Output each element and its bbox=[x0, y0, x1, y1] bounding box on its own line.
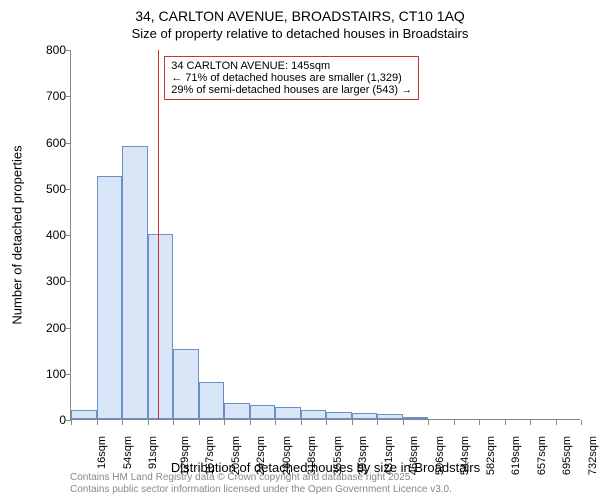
x-tick-mark bbox=[71, 420, 72, 425]
x-tick-label: 355sqm bbox=[332, 436, 344, 475]
x-tick-mark bbox=[301, 420, 302, 425]
histogram-bar bbox=[301, 410, 327, 419]
x-tick-label: 242sqm bbox=[255, 436, 267, 475]
x-tick-mark bbox=[530, 420, 531, 425]
plot-area: Number of detached properties Distributi… bbox=[70, 50, 580, 420]
y-tick-mark bbox=[66, 374, 71, 375]
x-tick-mark bbox=[97, 420, 98, 425]
x-tick-mark bbox=[173, 420, 174, 425]
y-tick-label: 100 bbox=[26, 367, 66, 381]
footer-line-1: Contains HM Land Registry data © Crown c… bbox=[70, 472, 452, 484]
histogram-bar bbox=[148, 234, 174, 419]
chart-title: 34, CARLTON AVENUE, BROADSTAIRS, CT10 1A… bbox=[0, 0, 600, 24]
x-tick-label: 657sqm bbox=[536, 436, 548, 475]
x-tick-label: 468sqm bbox=[408, 436, 420, 475]
marker-line bbox=[158, 50, 159, 419]
x-tick-mark bbox=[556, 420, 557, 425]
x-tick-label: 732sqm bbox=[587, 436, 599, 475]
chart-subtitle: Size of property relative to detached ho… bbox=[0, 26, 600, 41]
histogram-bar bbox=[199, 382, 225, 419]
annotation-line-1: 34 CARLTON AVENUE: 145sqm bbox=[171, 60, 412, 72]
y-tick-mark bbox=[66, 328, 71, 329]
y-tick-mark bbox=[66, 143, 71, 144]
x-tick-label: 393sqm bbox=[357, 436, 369, 475]
y-tick-label: 500 bbox=[26, 182, 66, 196]
histogram-bar bbox=[71, 410, 97, 419]
x-tick-label: 54sqm bbox=[122, 436, 134, 469]
y-tick-label: 200 bbox=[26, 321, 66, 335]
y-tick-mark bbox=[66, 96, 71, 97]
footer-line-2: Contains public sector information licen… bbox=[70, 484, 452, 496]
x-tick-label: 318sqm bbox=[306, 436, 318, 475]
x-tick-mark bbox=[326, 420, 327, 425]
x-tick-label: 695sqm bbox=[561, 436, 573, 475]
annotation-line-2: ← 71% of detached houses are smaller (1,… bbox=[171, 72, 412, 84]
x-tick-mark bbox=[275, 420, 276, 425]
x-tick-mark bbox=[428, 420, 429, 425]
footer-attribution: Contains HM Land Registry data © Crown c… bbox=[70, 472, 452, 496]
x-tick-mark bbox=[148, 420, 149, 425]
y-axis-label: Number of detached properties bbox=[10, 145, 25, 324]
x-tick-mark bbox=[454, 420, 455, 425]
y-tick-mark bbox=[66, 281, 71, 282]
histogram-bar bbox=[224, 403, 250, 419]
x-tick-mark bbox=[479, 420, 480, 425]
y-tick-label: 800 bbox=[26, 43, 66, 57]
x-tick-label: 16sqm bbox=[96, 436, 108, 469]
y-tick-label: 700 bbox=[26, 89, 66, 103]
histogram-bar bbox=[326, 412, 352, 419]
x-tick-label: 205sqm bbox=[230, 436, 242, 475]
x-tick-label: 129sqm bbox=[179, 436, 191, 475]
x-tick-mark bbox=[224, 420, 225, 425]
x-tick-mark bbox=[377, 420, 378, 425]
x-tick-label: 91sqm bbox=[147, 436, 159, 469]
x-tick-mark bbox=[403, 420, 404, 425]
y-tick-mark bbox=[66, 189, 71, 190]
y-tick-mark bbox=[66, 235, 71, 236]
chart-container: 34, CARLTON AVENUE, BROADSTAIRS, CT10 1A… bbox=[0, 0, 600, 500]
x-tick-mark bbox=[199, 420, 200, 425]
histogram-bar bbox=[275, 407, 301, 419]
histogram-bar bbox=[352, 413, 378, 419]
x-tick-label: 431sqm bbox=[383, 436, 395, 475]
histogram-bar bbox=[377, 414, 403, 419]
y-tick-label: 400 bbox=[26, 228, 66, 242]
y-tick-mark bbox=[66, 50, 71, 51]
x-tick-mark bbox=[122, 420, 123, 425]
x-tick-label: 582sqm bbox=[485, 436, 497, 475]
x-tick-label: 544sqm bbox=[459, 436, 471, 475]
chart-area: Number of detached properties Distributi… bbox=[70, 50, 580, 420]
y-tick-label: 600 bbox=[26, 136, 66, 150]
histogram-bar bbox=[403, 417, 429, 419]
x-tick-mark bbox=[505, 420, 506, 425]
histogram-bar bbox=[250, 405, 276, 419]
annotation-line-3: 29% of semi-detached houses are larger (… bbox=[171, 84, 412, 96]
histogram-bar bbox=[122, 146, 148, 419]
histogram-bar bbox=[97, 176, 123, 419]
y-tick-label: 300 bbox=[26, 274, 66, 288]
x-tick-label: 506sqm bbox=[434, 436, 446, 475]
x-tick-label: 619sqm bbox=[510, 436, 522, 475]
y-tick-label: 0 bbox=[26, 413, 66, 427]
x-tick-label: 280sqm bbox=[281, 436, 293, 475]
x-tick-mark bbox=[250, 420, 251, 425]
annotation-box: 34 CARLTON AVENUE: 145sqm← 71% of detach… bbox=[164, 56, 419, 100]
histogram-bar bbox=[173, 349, 199, 419]
x-tick-mark bbox=[581, 420, 582, 425]
x-tick-label: 167sqm bbox=[204, 436, 216, 475]
x-tick-mark bbox=[352, 420, 353, 425]
